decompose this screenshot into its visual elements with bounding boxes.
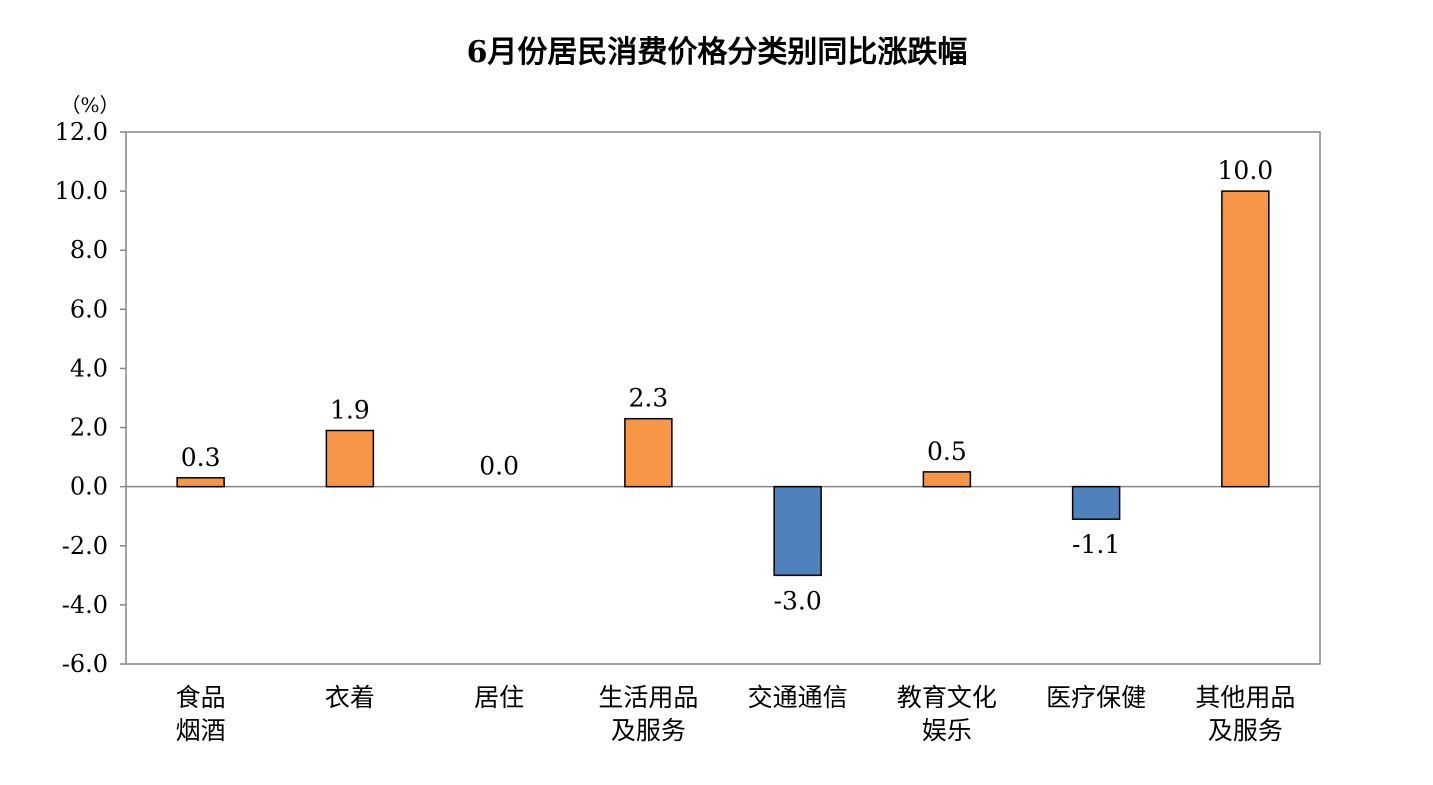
y-tick-label: -6.0 [62,650,108,678]
x-category-label: 烟酒 [176,716,226,745]
x-category-label: 及服务 [1208,716,1283,745]
bar [176,477,225,488]
bar [624,417,673,488]
bar [325,429,375,488]
y-tick-label: 12.0 [55,118,108,146]
y-tick-label: 2.0 [70,414,108,442]
data-label: -3.0 [774,586,822,615]
y-tick-label: 0.0 [70,473,108,501]
data-label: 10.0 [1218,156,1274,185]
x-category-label: 衣着 [325,683,375,712]
y-tick-label: 6.0 [70,295,108,323]
x-category-label: 居住 [474,683,524,712]
y-tick-label: 8.0 [70,236,108,264]
y-axis-unit-label: （%） [60,93,119,117]
x-category-label: 教育文化 [897,683,997,712]
x-category-label: 医疗保健 [1046,683,1146,712]
y-tick-label: 10.0 [55,177,108,205]
data-label: 2.3 [628,384,668,413]
bar [922,471,972,488]
x-category-label: 其他用品 [1195,683,1295,712]
bar [1071,485,1121,520]
data-label: 0.0 [479,452,519,481]
x-category-label: 交通通信 [748,683,848,712]
plot-area: 12.0 10.0 8.0 6.0 4.0 2.0 0.0 -2.0 -4.0 -6.0 0.3 食品… [55,118,1321,745]
y-tick-label: 4.0 [70,354,108,382]
x-category-label: 生活用品 [598,683,698,712]
data-label: 0.3 [181,443,221,472]
data-label: 1.9 [330,396,370,425]
plot-frame [125,131,1321,665]
bar [773,485,822,577]
y-tick-label: -2.0 [62,532,108,560]
chart-title: 6月份居民消费价格分类别同比涨跌幅 [467,35,968,70]
y-tick-label: -4.0 [62,591,108,619]
x-category-label: 娱乐 [922,716,972,745]
data-label: -1.1 [1072,530,1120,559]
x-category-label: 及服务 [611,716,686,745]
bar [1221,190,1270,488]
x-category-label: 食品 [176,683,226,712]
data-label: 0.5 [927,437,967,466]
